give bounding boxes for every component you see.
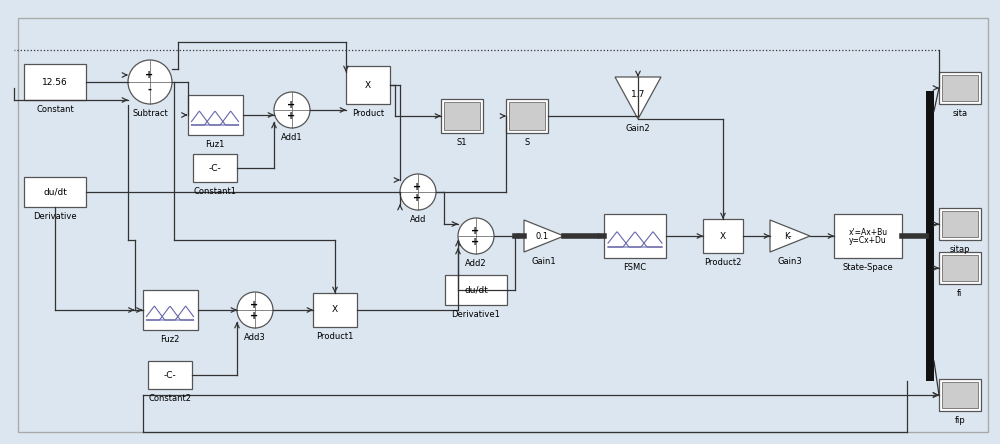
Text: -: - xyxy=(147,85,151,95)
Text: +: + xyxy=(471,226,479,236)
Text: S1: S1 xyxy=(457,138,467,147)
Text: Product: Product xyxy=(352,109,384,118)
Bar xyxy=(506,99,548,133)
Text: Gain3: Gain3 xyxy=(778,257,802,266)
Bar xyxy=(24,177,86,207)
Text: Gain2: Gain2 xyxy=(626,124,650,133)
Text: sitap: sitap xyxy=(950,245,970,254)
Text: +: + xyxy=(413,182,421,192)
Text: Gain1: Gain1 xyxy=(532,257,556,266)
Bar xyxy=(148,361,192,389)
Text: Derivative1: Derivative1 xyxy=(452,310,500,319)
Bar xyxy=(942,382,978,408)
Text: Fuz1: Fuz1 xyxy=(205,140,225,149)
Bar xyxy=(193,154,237,182)
Text: Product2: Product2 xyxy=(704,258,742,267)
Bar xyxy=(313,293,357,327)
Circle shape xyxy=(274,92,310,128)
Text: 0.1: 0.1 xyxy=(535,231,549,241)
Text: X: X xyxy=(332,305,338,314)
Polygon shape xyxy=(770,220,810,252)
Bar xyxy=(942,255,978,281)
Text: +: + xyxy=(287,99,295,110)
Polygon shape xyxy=(615,77,661,119)
Bar xyxy=(942,75,978,101)
Text: +: + xyxy=(413,193,421,203)
Text: Constant2: Constant2 xyxy=(148,394,192,403)
Bar xyxy=(445,275,507,305)
Bar xyxy=(604,214,666,258)
Text: X: X xyxy=(365,80,371,90)
Text: fip: fip xyxy=(955,416,965,425)
Text: -C-: -C- xyxy=(209,163,221,173)
Text: X: X xyxy=(720,231,726,241)
Bar xyxy=(939,379,981,411)
Text: 12.56: 12.56 xyxy=(42,78,68,87)
Bar xyxy=(703,219,743,253)
Text: 1.7: 1.7 xyxy=(631,90,645,99)
Text: Add: Add xyxy=(410,215,426,224)
Text: Add2: Add2 xyxy=(465,259,487,268)
Text: Subtract: Subtract xyxy=(132,109,168,118)
Text: Product1: Product1 xyxy=(316,332,354,341)
Bar xyxy=(834,214,902,258)
Text: x'=Ax+Bu: x'=Ax+Bu xyxy=(848,227,888,237)
Text: S: S xyxy=(524,138,530,147)
Bar xyxy=(939,208,981,240)
Bar xyxy=(346,66,390,104)
Circle shape xyxy=(237,292,273,328)
Bar xyxy=(441,99,483,133)
Text: Constant1: Constant1 xyxy=(194,187,237,196)
Bar xyxy=(939,72,981,104)
Text: fi: fi xyxy=(957,289,963,298)
Text: +: + xyxy=(145,71,153,80)
Polygon shape xyxy=(524,220,564,252)
Text: State-Space: State-Space xyxy=(843,263,893,272)
Bar xyxy=(24,64,86,100)
Text: du/dt: du/dt xyxy=(43,187,67,197)
Text: sita: sita xyxy=(952,109,968,118)
Bar xyxy=(509,102,545,130)
Text: +: + xyxy=(250,311,258,321)
Text: -C-: -C- xyxy=(164,370,176,380)
Text: y=Cx+Du: y=Cx+Du xyxy=(849,235,887,245)
Text: Constant: Constant xyxy=(36,105,74,114)
Text: K-: K- xyxy=(784,231,792,241)
Text: +: + xyxy=(250,300,258,309)
Bar xyxy=(188,95,242,135)
Bar xyxy=(942,211,978,237)
Bar xyxy=(143,290,198,330)
Text: FSMC: FSMC xyxy=(623,263,647,272)
Text: Fuz2: Fuz2 xyxy=(160,335,180,344)
Text: Add3: Add3 xyxy=(244,333,266,342)
Text: Add1: Add1 xyxy=(281,133,303,142)
Text: +: + xyxy=(287,111,295,121)
Circle shape xyxy=(458,218,494,254)
Text: Derivative: Derivative xyxy=(33,212,77,221)
Text: du/dt: du/dt xyxy=(464,285,488,294)
Bar xyxy=(926,91,934,381)
Circle shape xyxy=(400,174,436,210)
Bar xyxy=(939,252,981,284)
Bar xyxy=(444,102,480,130)
Text: +: + xyxy=(471,237,479,247)
Circle shape xyxy=(128,60,172,104)
